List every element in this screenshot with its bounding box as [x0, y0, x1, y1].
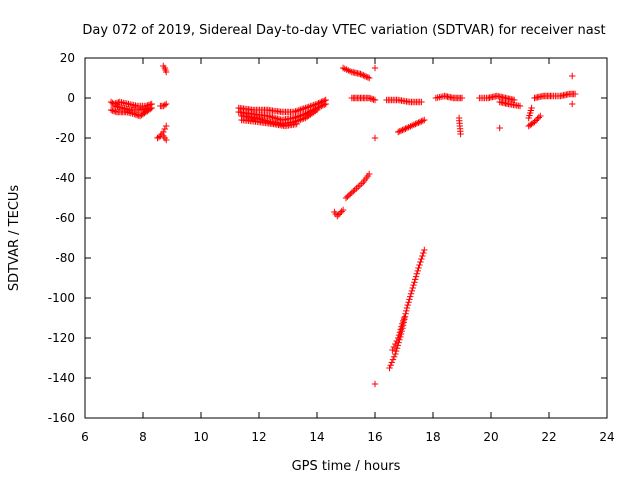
- x-tick-label: 22: [541, 430, 556, 444]
- x-axis-label: GPS time / hours: [292, 459, 401, 474]
- x-axis: 6 8 10 12 14 16 18 20 22 24: [81, 58, 615, 444]
- y-tick-label: -80: [55, 251, 75, 265]
- x-tick-label: 6: [81, 430, 89, 444]
- data-point-track: [386, 246, 428, 372]
- x-tick-label: 20: [483, 430, 498, 444]
- data-point-track: [339, 64, 373, 82]
- data-point-track: [432, 92, 466, 102]
- data-point-track: [569, 72, 576, 80]
- data-point-track: [496, 98, 524, 110]
- data-point-track: [383, 96, 425, 106]
- y-tick-label: -20: [55, 131, 75, 145]
- data-point-track: [525, 112, 544, 130]
- y-tick-label: -140: [48, 371, 75, 385]
- data-point-track: [342, 170, 373, 202]
- data-point-track: [455, 114, 464, 138]
- data-point-track: [496, 124, 503, 132]
- data-point-track: [371, 380, 379, 388]
- data-point-track: [235, 96, 329, 116]
- y-axis-label: SDTVAR / TECUs: [7, 185, 22, 292]
- data-point-track: [110, 102, 152, 114]
- data-points: [107, 62, 579, 388]
- data-point-track: [160, 62, 170, 76]
- x-tick-label: 24: [599, 430, 614, 444]
- x-tick-label: 10: [193, 430, 208, 444]
- y-tick-label: -160: [48, 411, 75, 425]
- data-point-track: [569, 100, 576, 108]
- data-point-track: [476, 92, 518, 104]
- data-point-track: [371, 64, 379, 72]
- plot-frame: [84, 57, 608, 419]
- data-point-track: [531, 90, 579, 102]
- x-tick-label: 18: [425, 430, 440, 444]
- data-point-track: [371, 134, 379, 142]
- y-tick-label: -120: [48, 331, 75, 345]
- data-point-track: [389, 314, 408, 354]
- data-point-track: [160, 132, 170, 144]
- y-axis: -160 -140 -120 -100 -80 -60 -40 -20 0 20: [48, 51, 607, 425]
- y-tick-label: -40: [55, 171, 75, 185]
- data-point-track: [331, 206, 347, 220]
- chart-title: Day 072 of 2019, Sidereal Day-to-day VTE…: [82, 23, 605, 38]
- y-tick-label: -100: [48, 291, 75, 305]
- x-tick-label: 16: [367, 430, 382, 444]
- y-tick-label: 20: [60, 51, 75, 65]
- data-point-track: [525, 104, 535, 122]
- y-tick-label: -60: [55, 211, 75, 225]
- x-tick-label: 14: [309, 430, 324, 444]
- data-point-track: [395, 116, 428, 136]
- data-point-track: [238, 116, 300, 130]
- data-point-track: [157, 100, 170, 110]
- y-tick-label: 0: [67, 91, 75, 105]
- data-point-track: [348, 94, 379, 104]
- x-tick-label: 8: [139, 430, 147, 444]
- x-tick-label: 12: [251, 430, 266, 444]
